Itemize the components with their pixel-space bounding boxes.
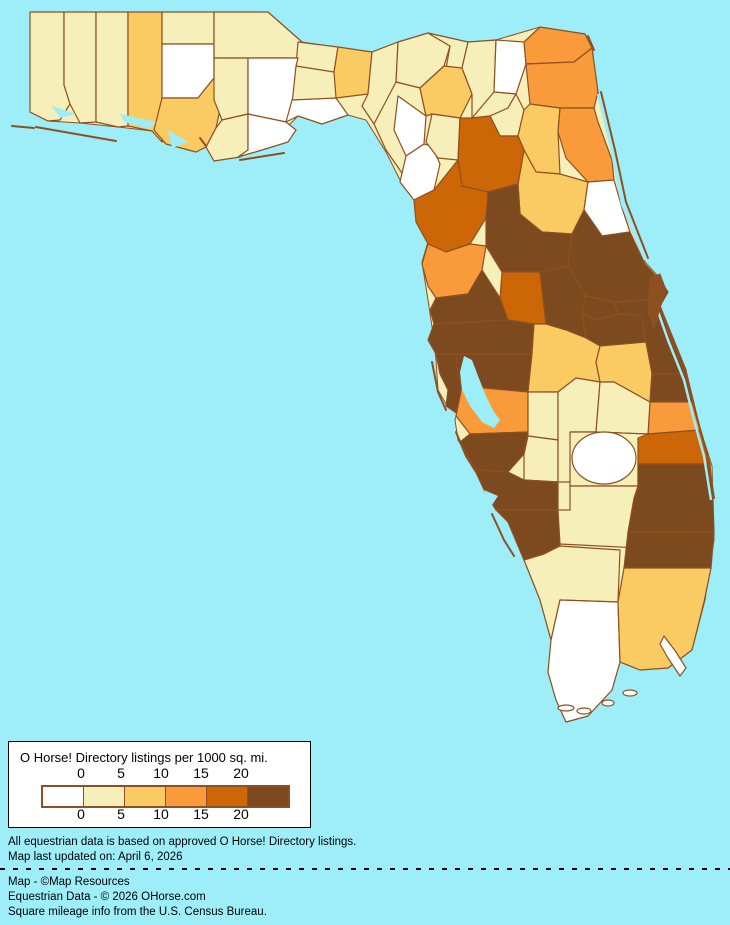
county-dixie	[399, 143, 441, 201]
dashed-separator	[0, 868, 730, 870]
county-layer	[29, 11, 715, 723]
legend-tick-label: 15	[193, 806, 209, 822]
merritt-island	[647, 273, 667, 332]
legend-tick-label: 0	[77, 806, 85, 822]
legend-swatch	[124, 787, 165, 806]
legend-tick-label: 0	[77, 765, 85, 781]
legend-tick-label: 10	[153, 806, 169, 822]
county-palm-beach	[627, 463, 715, 533]
bays-and-lagoons	[52, 93, 713, 508]
charlotte-harbor	[484, 490, 498, 508]
pensacola-bay	[52, 106, 76, 118]
county-desoto	[523, 435, 559, 483]
county-okeechobee	[595, 381, 651, 435]
county-okaloosa	[95, 11, 129, 128]
county-gilchrist	[425, 113, 461, 161]
santa-rosa-island	[35, 126, 117, 142]
legend-swatch	[206, 787, 247, 806]
county-broward	[623, 531, 715, 569]
credit-map: Map - ©Map Resources	[8, 876, 130, 888]
county-suwannee	[419, 65, 473, 119]
county-hardee	[527, 391, 559, 441]
county-franklin	[237, 113, 297, 158]
legend-swatch	[247, 787, 288, 806]
county-leon	[333, 46, 373, 99]
indian-river-lagoon	[652, 299, 713, 501]
county-baker	[493, 39, 527, 95]
barrier-atlantic-coast	[656, 297, 715, 499]
county-pasco	[427, 319, 535, 355]
tampa-bay	[460, 356, 500, 428]
legend-tick-label: 15	[193, 765, 209, 781]
st-joseph-spit	[199, 137, 207, 147]
florida-keys	[557, 635, 687, 715]
legend-tick-label: 5	[117, 765, 125, 781]
legend-title: O Horse! Directory listings per 1000 sq.…	[20, 750, 268, 765]
credit-equestrian-data: Equestrian Data - © 2026 OHorse.com	[8, 891, 206, 903]
legend-tick-label: 20	[233, 806, 249, 822]
county-gadsden	[295, 41, 339, 73]
legend-swatch	[83, 787, 124, 806]
last-updated-note: Map last updated on: April 6, 2026	[8, 851, 183, 863]
legend-swatch	[43, 787, 83, 806]
county-hernando	[429, 269, 509, 325]
credit-census: Square mileage info from the U.S. Census…	[8, 906, 267, 918]
florida-county-map	[11, 11, 715, 723]
county-holmes	[161, 11, 215, 45]
barrier-northeast-coast	[600, 91, 649, 259]
barrier-islands	[11, 35, 715, 715]
st-andrew-bay	[168, 130, 188, 148]
legend-tick-label: 5	[117, 806, 125, 822]
county-st-lucie	[647, 401, 701, 435]
legend-tick-label: 20	[233, 765, 249, 781]
legend-tick-label: 10	[153, 765, 169, 781]
legend-ramp	[41, 785, 290, 808]
fernandina-barrier	[587, 35, 595, 51]
county-monroe	[547, 599, 621, 723]
pinellas-barrier	[431, 361, 447, 411]
legend-box: O Horse! Directory listings per 1000 sq.…	[8, 741, 311, 828]
northeast-lagoon	[596, 93, 647, 261]
county-walton	[127, 11, 163, 143]
perdido-key	[11, 125, 35, 129]
county-miami-dade	[617, 567, 712, 671]
sarasota-barrier	[455, 431, 477, 473]
lake-okeechobee	[571, 431, 637, 485]
legend-ticks-top: 0 5 10 15 20	[41, 765, 321, 781]
lee-barrier	[491, 513, 515, 557]
st-george-island	[239, 152, 285, 161]
county-wakulla	[285, 97, 349, 125]
choctawhatchee-bay	[120, 114, 156, 129]
county-jackson	[213, 11, 303, 59]
data-source-note: All equestrian data is based on approved…	[8, 836, 357, 848]
legend-ticks-bottom: 0 5 10 15 20	[41, 806, 321, 822]
legend-swatch	[165, 787, 206, 806]
county-calhoun	[213, 57, 249, 121]
